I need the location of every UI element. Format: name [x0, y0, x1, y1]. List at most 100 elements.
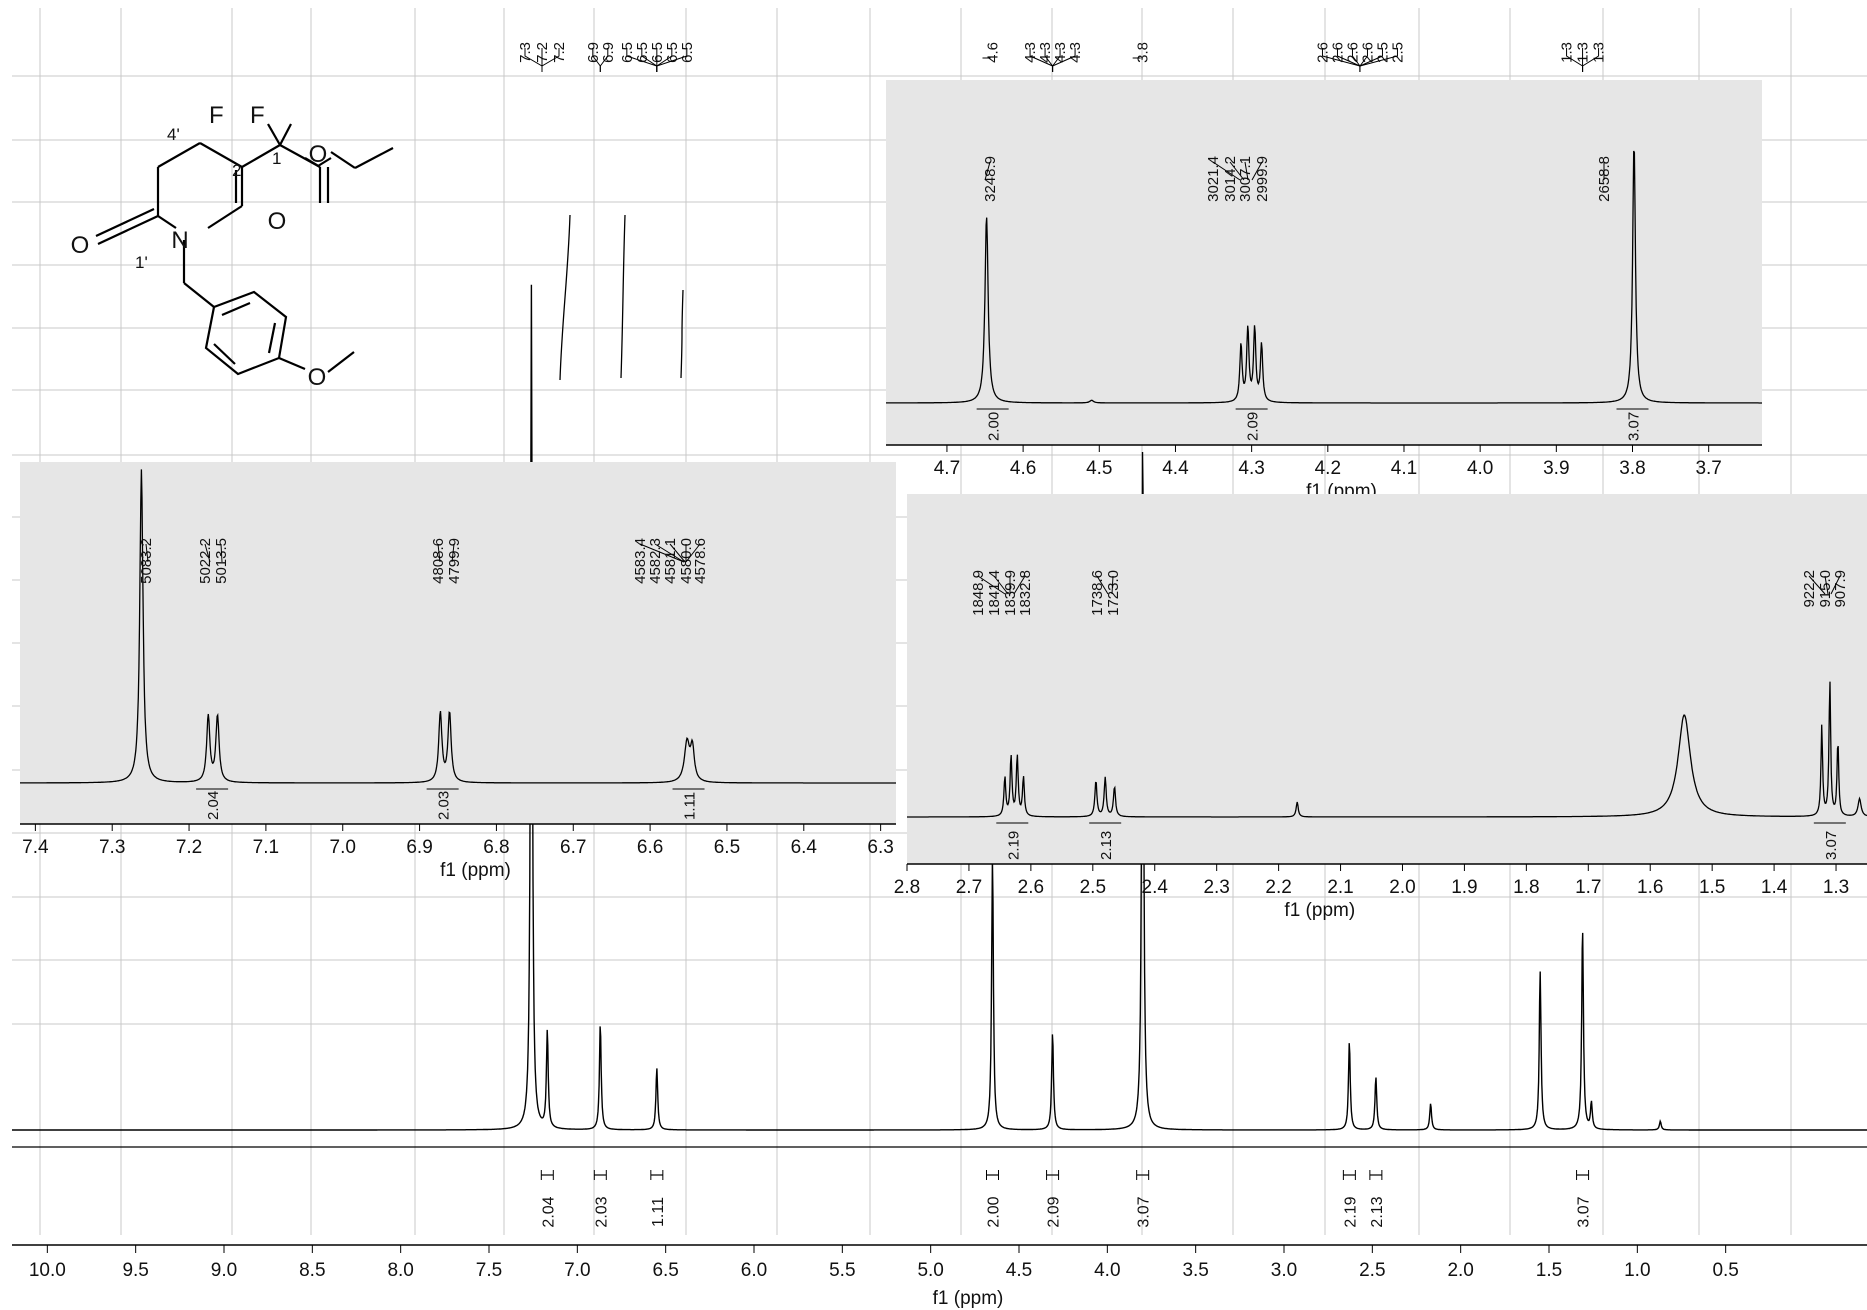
inset-peak-label-leader [685, 543, 701, 563]
inset-peak-label-leader [1212, 161, 1241, 181]
inset-peak-label: 4578.6 [692, 538, 709, 584]
inset-peak-label: 4583.4 [632, 538, 649, 584]
inset-x-tick-label: 6.3 [867, 837, 893, 858]
benzene-inner-bond [267, 322, 277, 354]
integral-value: 2.19 [1342, 1196, 1359, 1227]
integral-value: 3.07 [1576, 1196, 1593, 1227]
inset-peak-label: 1848.9 [970, 570, 987, 616]
integral-curve [559, 214, 571, 381]
inset-peak-label-leader [1229, 161, 1245, 181]
inset-x-tick-label: 7.4 [22, 837, 49, 858]
inset-peak-label: 1723.0 [1105, 570, 1122, 616]
inset-peak-label-leader [451, 543, 455, 563]
inset-x-tick-label: 7.2 [176, 837, 202, 858]
peak-label: 4.6 [985, 42, 1002, 63]
inset-integral-value: 2.00 [986, 412, 1003, 441]
inset-peak-label-leader [1251, 161, 1263, 181]
ethyl-bond [354, 147, 394, 169]
integral-curve [620, 214, 626, 379]
inset-peak-label: 1738.6 [1089, 570, 1106, 616]
main-x-axis: 10.0 9.5 9.0 8.5 8.0 7.5 7.0 6.5 6.0 5.5 5.0 4.5 4.0… [12, 1146, 1867, 1281]
inset-peak-label: 2999.9 [1254, 156, 1271, 202]
inset-x-tick-label: 3.8 [1619, 458, 1645, 479]
ring-bond [207, 205, 243, 229]
fluorine-label: F [209, 102, 224, 129]
inset-x-tick-label: 4.3 [1238, 458, 1264, 479]
main-x-axis-label: f1 (ppm) [933, 1288, 1004, 1309]
inset-x-tick-label: 7.1 [253, 837, 279, 858]
inset-x-axis-label: f1 (ppm) [1284, 900, 1355, 921]
benzene-inner-bond [221, 301, 251, 317]
inset-x-tick-label: 6.9 [406, 837, 432, 858]
ring-bond [199, 142, 243, 168]
inset-peak-label-leader [204, 543, 211, 563]
inset-x-tick-label: 3.7 [1695, 458, 1721, 479]
cf-bond [279, 123, 292, 146]
inset-x-tick-label: 1.5 [1699, 877, 1725, 898]
main-x-tick-label: 2.0 [1447, 1260, 1473, 1281]
position-1-label: 1' [135, 253, 148, 272]
inset-x-tick-label: 4.0 [1467, 458, 1493, 479]
main-x-tick-label: 7.0 [564, 1260, 590, 1281]
inset-x-tick-label: 1.3 [1823, 877, 1849, 898]
methoxy-bond [327, 351, 355, 373]
inset-x-tick-label: 2.4 [1142, 877, 1169, 898]
main-x-tick-label: 10.0 [29, 1260, 66, 1281]
inset-mid: 4.7 4.6 4.5 4.4 4.3 4.2 4.1 4.0 3.9 3.8 3.7f1 (ppm… [886, 80, 1762, 502]
main-spectrum: 7.3 7.2 7.2 6.96.9 6.56.56.56.56.5 4.6 4.34.34… [12, 42, 1867, 1309]
inset-x-tick-label: 1.8 [1513, 877, 1539, 898]
inset-x-tick-label: 2.3 [1203, 877, 1229, 898]
integral-curve [680, 289, 684, 379]
ring-bond [157, 142, 201, 168]
position-4-label: 4' [167, 125, 180, 144]
oxygen-label: O [71, 232, 90, 259]
ketone-bond [95, 208, 155, 237]
carbon-2-label: 2 [232, 161, 241, 180]
inset-peak-label-leader [984, 161, 991, 181]
main-x-tick-label: 7.5 [476, 1260, 502, 1281]
main-x-tick-label: 4.0 [1094, 1260, 1120, 1281]
inset-x-tick-label: 6.7 [560, 837, 586, 858]
main-x-tick-label: 6.5 [652, 1260, 678, 1281]
inset-peak-label: 3248.9 [982, 156, 999, 202]
ethyl-bond [330, 151, 356, 169]
main-spectrum-trace [12, 284, 1867, 1131]
ester-bond [304, 157, 321, 168]
inset-x-tick-label: 6.8 [483, 837, 509, 858]
inset-background [907, 494, 1867, 864]
integral-value: 2.13 [1369, 1196, 1386, 1227]
inset-x-tick-label: 4.1 [1391, 458, 1417, 479]
inset-peak-label: 5083.2 [138, 538, 155, 584]
inset-x-tick-label: 6.6 [637, 837, 663, 858]
inset-trace [907, 681, 1867, 818]
inset-x-axis-label: f1 (ppm) [440, 860, 511, 881]
peak-label-leader [1359, 48, 1398, 72]
integral-value: 1.11 [650, 1197, 667, 1227]
inset-x-tick-label: 4.2 [1315, 458, 1341, 479]
inset-integral-value: 2.04 [205, 791, 222, 820]
chemical-structure: F F N O O O O 1 2 4' 1' [71, 102, 394, 391]
inset-integral-value: 2.03 [436, 791, 453, 820]
inset-integral-value: 2.13 [1098, 831, 1115, 860]
inset-peak-label-leader [654, 543, 685, 563]
inset-peak-label: 4808.6 [430, 538, 447, 584]
inset-x-tick-label: 2.8 [894, 877, 920, 898]
nitrogen-label: N [171, 227, 188, 254]
inset-x-tick-label: 1.9 [1451, 877, 1477, 898]
main-x-tick-label: 5.0 [917, 1260, 943, 1281]
peak-label: 3.8 [1135, 42, 1152, 63]
inset-x-tick-label: 2.1 [1327, 877, 1353, 898]
inset-trace [886, 150, 1762, 404]
carbon-1-label: 1 [272, 149, 281, 168]
inset-peak-label: 907.9 [1832, 570, 1849, 608]
main-integrals: 2.04 2.03 1.11 2.00 2.09 3.07 2.19 2.13 3.07 [540, 1170, 1593, 1228]
main-x-tick-label: 1.5 [1536, 1260, 1562, 1281]
inset-x-tick-label: 2.5 [1080, 877, 1106, 898]
integral-value: 2.04 [540, 1196, 557, 1227]
main-x-tick-label: 1.0 [1624, 1260, 1650, 1281]
ketone-bond [97, 215, 159, 245]
inset-peak-label: 1832.8 [1017, 570, 1034, 616]
inset-peak-label-leader [1013, 575, 1026, 595]
oxygen-label: O [308, 364, 327, 391]
inset-x-tick-label: 4.5 [1086, 458, 1112, 479]
